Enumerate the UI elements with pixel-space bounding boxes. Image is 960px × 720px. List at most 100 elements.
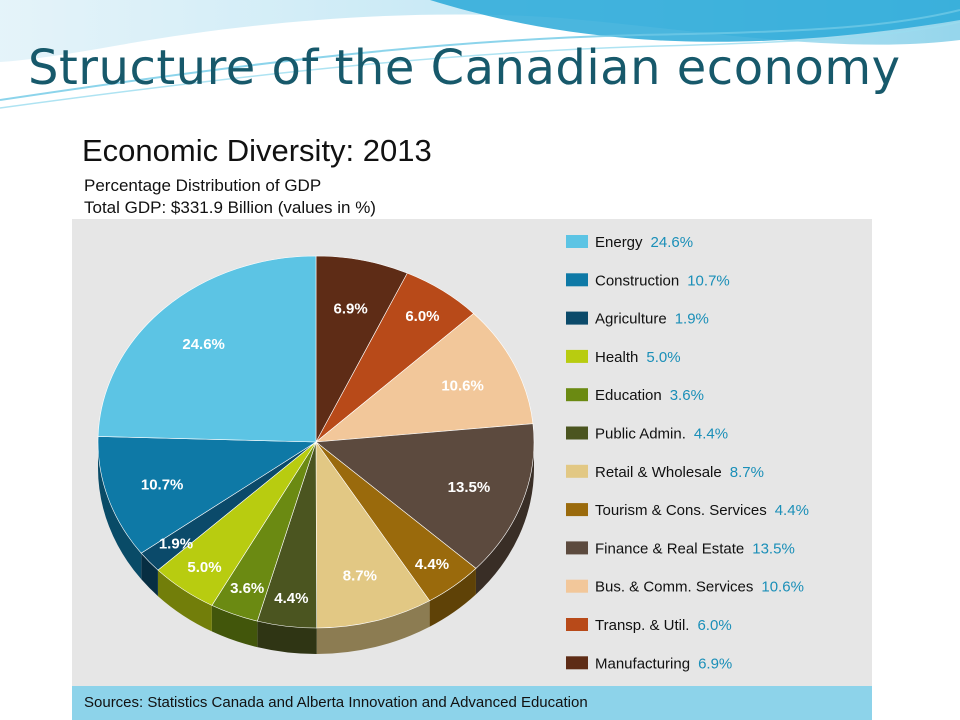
source-bar: Sources: Statistics Canada and Alberta I… (72, 686, 872, 720)
legend-label: Education 3.6% (595, 387, 704, 404)
legend-swatch (566, 426, 588, 440)
pie-slice-finance-real-estate (315, 423, 535, 569)
legend-swatch (566, 464, 588, 478)
pie-labels: 6.9% 6.0% 10.6% 13.5% 4.4% 8.7% 4.4% 3.6% 5.0% 1.… (141, 301, 490, 607)
legend-item-transp-util: Transp. & Util. 6.0% (566, 617, 732, 634)
slice-label-retail-wholesale: 8.7% (343, 567, 377, 584)
pie-side-agriculture (141, 553, 158, 597)
legend-name: Bus. & Comm. Services (595, 579, 753, 596)
legend-value: 3.6% (670, 387, 704, 404)
pie-side-construction (98, 442, 142, 580)
slice-label-health: 5.0% (187, 559, 221, 576)
source-text: Sources: Statistics Canada and Alberta I… (84, 694, 588, 711)
pie-side-public-admin (257, 621, 317, 654)
legend-value: 13.5% (752, 540, 795, 557)
legend-item-agriculture: Agriculture 1.9% (566, 311, 709, 328)
legend-item-finance-real-estate: Finance & Real Estate 13.5% (566, 540, 795, 557)
legend-name: Finance & Real Estate (595, 540, 744, 557)
legend-label: Health 5.0% (595, 349, 681, 366)
legend-swatch (566, 656, 588, 670)
legend-name: Retail & Wholesale (595, 464, 722, 481)
legend: Energy 24.6% Construction 10.7% Agriculture 1… (566, 234, 809, 672)
legend-value: 5.0% (646, 349, 680, 366)
legend-label: Public Admin. 4.4% (595, 426, 728, 443)
legend-label: Construction 10.7% (595, 272, 730, 289)
legend-item-energy: Energy 24.6% (566, 234, 693, 251)
header-wave-stroke (0, 9, 960, 101)
legend-item-tourism-cons-services: Tourism & Cons. Services 4.4% (566, 502, 809, 519)
slice-label-transp-util: 6.0% (405, 308, 439, 325)
legend-swatch (566, 311, 588, 325)
legend-swatch (566, 579, 588, 593)
legend-name: Energy (595, 234, 643, 251)
chart-title: Economic Diversity: 2013 (82, 133, 432, 168)
pie-sides (98, 442, 534, 654)
legend-item-education: Education 3.6% (566, 387, 704, 404)
legend-item-health: Health 5.0% (566, 349, 681, 366)
header-wave-accent (430, 0, 960, 42)
pie-slices (97, 255, 535, 629)
legend-value: 10.6% (761, 579, 804, 596)
legend-label: Retail & Wholesale 8.7% (595, 464, 764, 481)
legend-name: Public Admin. (595, 426, 686, 443)
slice-label-bus-comm-services: 10.6% (441, 378, 484, 395)
legend-name: Tourism & Cons. Services (595, 502, 767, 519)
legend-value: 1.9% (675, 311, 709, 328)
legend-swatch (566, 618, 588, 631)
chart-figure: Economic Diversity: 2013 Percentage Dist… (72, 118, 872, 720)
legend-label: Transp. & Util. 6.0% (595, 617, 732, 634)
chart-subtitle-line-2: Total GDP: $331.9 Billion (values in %) (84, 198, 376, 217)
legend-item-construction: Construction 10.7% (566, 272, 730, 289)
slice-label-agriculture: 1.9% (159, 536, 193, 553)
legend-value: 6.0% (697, 617, 731, 634)
legend-name: Manufacturing (595, 655, 690, 672)
chart-subtitle-line-1: Percentage Distribution of GDP (84, 176, 322, 195)
legend-name: Education (595, 387, 662, 404)
slice-label-energy: 24.6% (182, 336, 225, 353)
legend-label: Agriculture 1.9% (595, 311, 709, 328)
legend-label: Bus. & Comm. Services 10.6% (595, 579, 804, 596)
legend-label: Manufacturing 6.9% (595, 655, 732, 672)
pie-side-health (157, 570, 212, 632)
slice-label-finance-real-estate: 13.5% (448, 479, 491, 496)
legend-swatch (566, 541, 588, 555)
legend-item-manufacturing: Manufacturing 6.9% (566, 655, 732, 672)
legend-label: Finance & Real Estate 13.5% (595, 540, 795, 557)
legend-item-bus-comm-services: Bus. & Comm. Services 10.6% (566, 579, 804, 596)
legend-name: Construction (595, 272, 679, 289)
legend-swatch (566, 273, 588, 287)
pie-slice-construction (97, 436, 317, 554)
legend-swatch (566, 388, 588, 402)
pie-slice-bus-comm-services (315, 313, 534, 443)
pie-side-finance-real-estate (475, 442, 534, 595)
pie-slice-retail-wholesale (315, 441, 431, 629)
legend-swatch (566, 349, 588, 363)
slice-label-construction: 10.7% (141, 476, 184, 493)
legend-value: 24.6% (651, 234, 694, 251)
legend-swatch (566, 503, 588, 517)
legend-item-retail-wholesale: Retail & Wholesale 8.7% (566, 464, 764, 481)
slice-label-education: 3.6% (230, 580, 264, 597)
legend-name: Transp. & Util. (595, 617, 689, 634)
slice-label-manufacturing: 6.9% (333, 301, 367, 318)
legend-swatch (566, 235, 588, 248)
slice-label-public-admin: 4.4% (274, 590, 308, 607)
pie-slice-energy (97, 255, 317, 443)
legend-value: 6.9% (698, 655, 732, 672)
pie-side-retail-wholesale (316, 600, 430, 654)
legend-item-public-admin: Public Admin. 4.4% (566, 426, 728, 443)
slice-label-tourism-cons-services: 4.4% (415, 556, 449, 573)
legend-value: 4.4% (775, 502, 809, 519)
legend-value: 8.7% (730, 464, 764, 481)
pie-chart: 6.9% 6.0% 10.6% 13.5% 4.4% 8.7% 4.4% 3.6% 5.0% 1.… (97, 234, 809, 672)
pie-side-tourism-cons-services (429, 568, 476, 627)
header-wave-stroke-2 (0, 21, 960, 109)
chart-header: Economic Diversity: 2013 Percentage Dist… (72, 118, 872, 219)
legend-label: Tourism & Cons. Services 4.4% (595, 502, 809, 519)
legend-name: Health (595, 349, 638, 366)
legend-label: Energy 24.6% (595, 234, 693, 251)
legend-value: 4.4% (694, 426, 728, 443)
legend-name: Agriculture (595, 311, 667, 328)
slide-title: Structure of the Canadian economy (28, 40, 901, 96)
